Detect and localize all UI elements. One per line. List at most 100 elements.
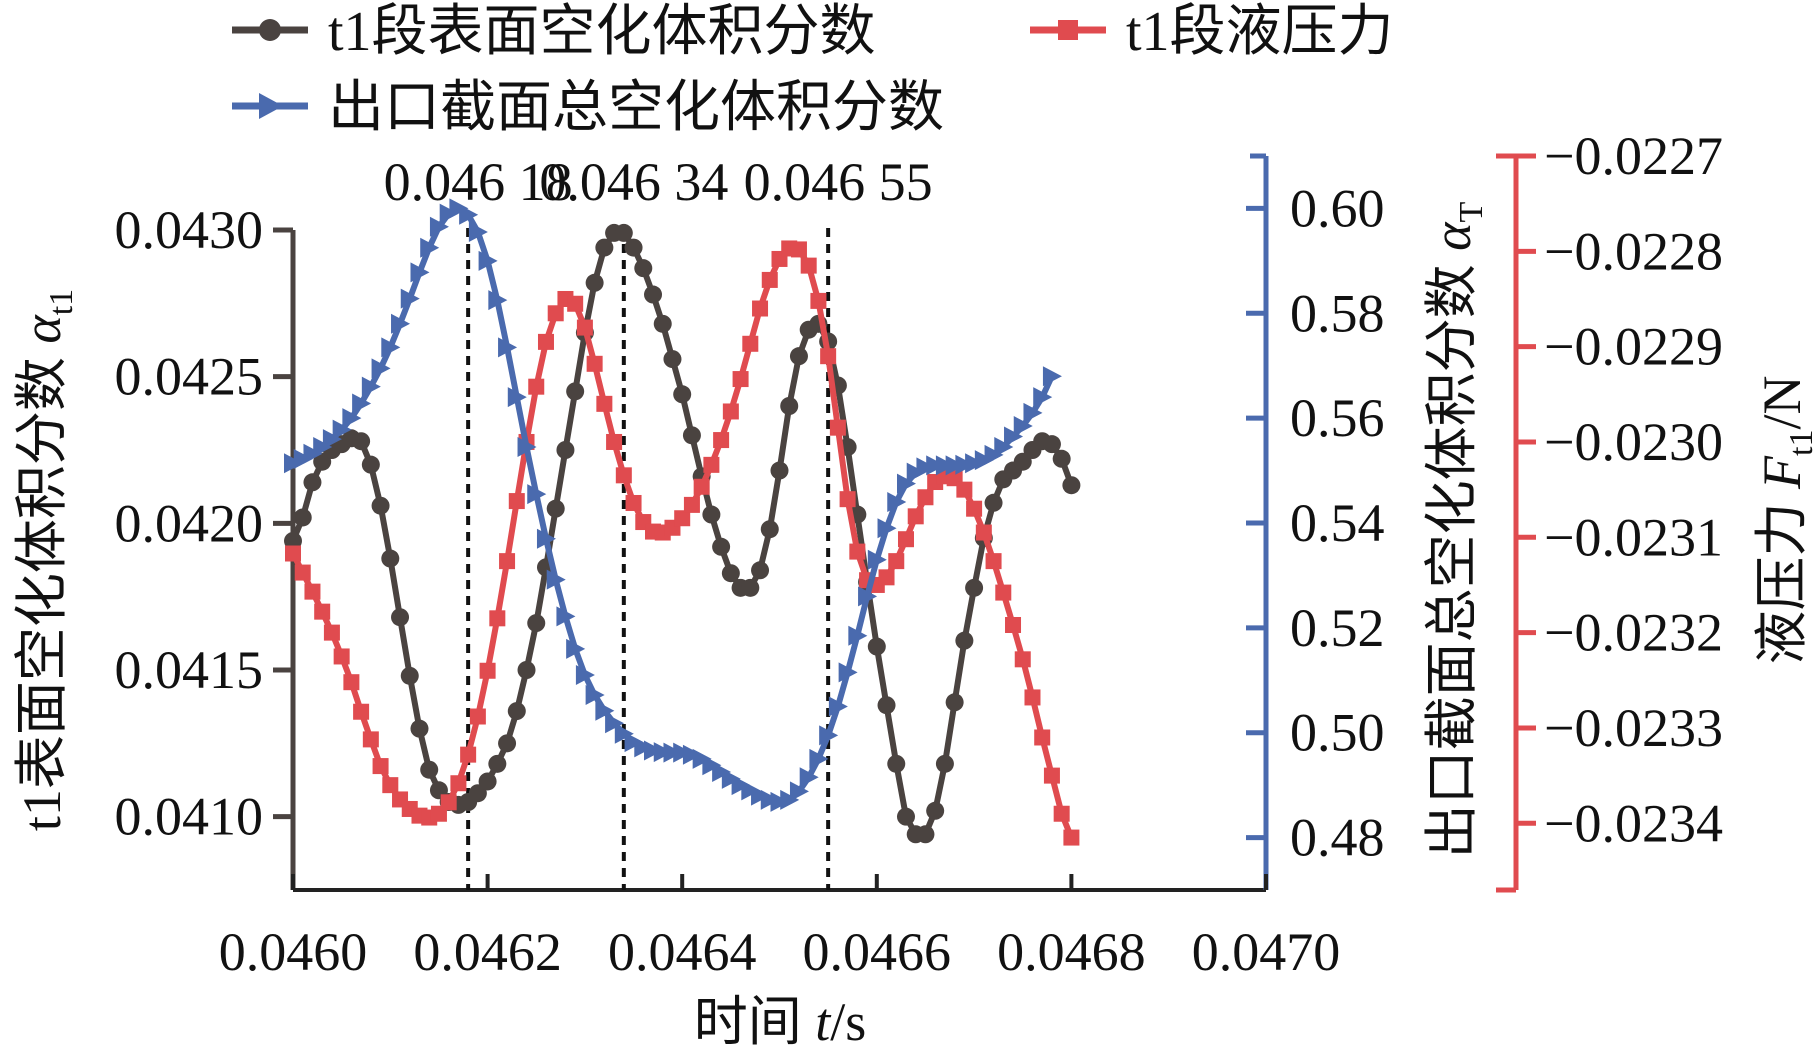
data-point xyxy=(974,450,994,471)
data-point xyxy=(663,742,683,763)
data-point xyxy=(752,300,769,317)
data-point xyxy=(975,524,992,541)
data-point xyxy=(303,473,322,492)
series-line xyxy=(290,229,1075,838)
data-point xyxy=(546,499,565,518)
far-right-y-tick-label: −0.0231 xyxy=(1544,507,1723,567)
data-point xyxy=(956,481,973,498)
data-point xyxy=(926,801,945,820)
data-point xyxy=(595,700,615,721)
data-point xyxy=(722,403,739,420)
series-alpha_T xyxy=(284,198,1062,812)
data-point xyxy=(294,564,311,581)
data-point xyxy=(625,494,642,511)
data-point xyxy=(828,696,848,717)
data-point xyxy=(966,500,983,517)
data-point xyxy=(391,608,410,627)
x-axis-title-symbol: t xyxy=(815,992,832,1052)
data-point xyxy=(400,666,419,685)
data-point xyxy=(333,648,350,665)
legend-entry-force: t1段液压力 xyxy=(1030,1,1394,63)
data-point xyxy=(867,637,886,656)
data-point xyxy=(800,257,817,274)
data-point xyxy=(382,777,399,794)
data-point xyxy=(984,444,1004,465)
data-point xyxy=(809,748,829,769)
left-y-axis-title-sub: t1 xyxy=(43,289,80,315)
data-point xyxy=(614,723,634,744)
data-point xyxy=(751,785,771,806)
x-tick-label: 0.0466 xyxy=(803,922,952,982)
data-point xyxy=(770,461,789,480)
data-point xyxy=(965,578,984,597)
data-point xyxy=(1053,805,1070,822)
data-point xyxy=(479,662,496,679)
data-point xyxy=(634,259,653,278)
data-point xyxy=(742,335,759,352)
data-point xyxy=(955,631,974,650)
data-point xyxy=(926,455,946,476)
legend: t1段表面空化体积分数 t1段液压力 出口截面总空化体积分数 xyxy=(232,1,1394,139)
data-point xyxy=(673,742,693,763)
data-point xyxy=(566,638,586,659)
data-point xyxy=(352,432,371,451)
data-point xyxy=(810,292,827,309)
data-point xyxy=(1033,387,1053,408)
data-point xyxy=(838,662,858,683)
data-point xyxy=(556,441,575,459)
data-point xyxy=(1042,435,1061,454)
data-point xyxy=(1004,426,1024,447)
data-point xyxy=(682,426,701,445)
data-point xyxy=(985,553,1002,570)
data-point xyxy=(575,665,595,686)
data-point xyxy=(303,443,323,464)
far-right-y-axis-title-text: 液压力 xyxy=(1752,489,1812,665)
data-point xyxy=(907,508,924,525)
data-point xyxy=(682,744,702,765)
data-point xyxy=(917,489,934,506)
data-point xyxy=(420,760,439,779)
legend-label: t1段表面空化体积分数 xyxy=(328,1,876,63)
data-point xyxy=(449,198,469,219)
data-point xyxy=(858,586,878,607)
right-y-tick-label: 0.60 xyxy=(1290,178,1385,238)
data-point xyxy=(1014,651,1031,668)
data-point xyxy=(400,288,420,309)
far-right-y-tick-label: −0.0229 xyxy=(1544,317,1723,377)
data-point xyxy=(1013,416,1033,437)
data-point xyxy=(848,625,868,646)
data-point xyxy=(751,561,770,580)
data-point xyxy=(468,222,488,243)
data-point xyxy=(1052,449,1071,468)
data-point xyxy=(935,754,954,773)
data-point xyxy=(888,553,905,570)
legend-label: t1段液压力 xyxy=(1126,1,1394,63)
right-y-tick-label: 0.54 xyxy=(1290,493,1385,553)
data-point xyxy=(353,703,370,720)
x-tick-label: 0.0470 xyxy=(1192,922,1341,982)
far-right-y-tick-label: −0.0232 xyxy=(1544,603,1723,663)
legend-marker xyxy=(1058,20,1078,40)
data-point xyxy=(906,462,926,483)
far-right-y-axis-title-unit: /N xyxy=(1752,376,1812,430)
data-point xyxy=(780,397,799,415)
data-point xyxy=(1042,366,1062,387)
data-point xyxy=(507,702,526,721)
series-force xyxy=(285,240,1080,846)
data-point xyxy=(741,780,761,801)
data-point xyxy=(489,610,506,627)
data-point xyxy=(760,520,779,539)
data-point xyxy=(955,454,975,475)
data-point xyxy=(1024,689,1041,706)
data-point xyxy=(517,436,537,457)
data-point xyxy=(556,606,576,627)
data-point xyxy=(887,754,906,773)
data-point xyxy=(820,348,837,365)
data-point xyxy=(945,693,964,712)
data-point xyxy=(537,333,554,350)
x-tick-label: 0.0460 xyxy=(219,922,368,982)
data-point xyxy=(916,825,935,844)
data-point xyxy=(498,734,517,753)
data-point xyxy=(508,493,525,510)
vertical-markers: 0.046 180.046 34 0.046 55 xyxy=(384,152,933,890)
